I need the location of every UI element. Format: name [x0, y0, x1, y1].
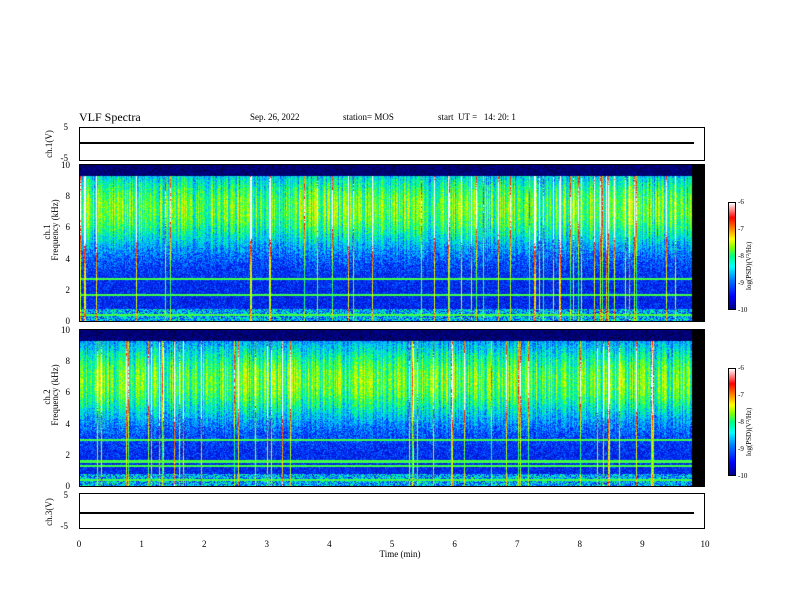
- cb2ticks--7: -7: [738, 391, 744, 399]
- figure-title: VLF Spectra: [79, 110, 141, 124]
- time-tick-3: 3: [264, 539, 270, 549]
- ch1-frequency-tick-0: 0: [65, 316, 71, 326]
- cb2ticks--9: -9: [738, 445, 744, 453]
- ch2-frequency-tick-2: 2: [65, 449, 71, 460]
- cb2ticks--8: -8: [738, 418, 744, 426]
- time-tick-4: 4: [327, 539, 332, 549]
- ch2-spectrogram: [80, 330, 704, 486]
- ch3-tick-top: 5: [63, 490, 69, 500]
- ch2-frequency-tick-4: 4: [65, 418, 71, 429]
- ch1-frequency-tick-10: 10: [61, 160, 70, 170]
- time-tick-5: 5: [389, 539, 395, 549]
- ch1-spectrogram-panel: [79, 164, 705, 322]
- ch1-spectrogram: [80, 165, 704, 321]
- time-tick-8: 8: [577, 539, 583, 549]
- cb1ticks--9: -9: [738, 279, 744, 287]
- ch3-tick-bottom: -5: [60, 521, 69, 531]
- ch2-frequency-tick-6: 6: [65, 387, 71, 398]
- time-tick-6: 6: [452, 539, 457, 549]
- ch1-frequency-tick-4: 4: [65, 253, 71, 264]
- ch3-ylabel: ch.3(V): [44, 498, 54, 526]
- time-tick-9: 9: [640, 539, 645, 549]
- time-tick-2: 2: [201, 539, 207, 549]
- ch2-frequency-label: Frequency (kHz): [50, 364, 60, 426]
- ch1-colorbar: [728, 202, 736, 310]
- ch1-tick-bottom: -5: [60, 153, 69, 163]
- date-label: Sep. 26, 2022: [250, 112, 300, 122]
- ch1-frequency-label: Frequency (kHz): [50, 199, 60, 261]
- ch3-voltage-panel: [79, 493, 705, 529]
- ch2-frequency-tick-10: 10: [61, 325, 70, 335]
- ch1-trace: [80, 142, 694, 144]
- cb1ticks--7: -7: [738, 225, 744, 233]
- ch1-frequency-tick-2: 2: [65, 284, 71, 295]
- cb2ticks--10: -10: [738, 472, 748, 480]
- ch1-frequency-tick-8: 8: [65, 191, 71, 202]
- ch2-spectrogram-panel: [79, 329, 705, 487]
- time-tick-0: 0: [76, 539, 82, 549]
- cb1ticks--10: -10: [738, 306, 748, 314]
- start-time-label: start UT = 14: 20: 1: [438, 112, 516, 122]
- cb1ticks--8: -8: [738, 252, 744, 260]
- time-tick-10: 10: [700, 539, 710, 549]
- ch2-frequency-tick-0: 0: [65, 481, 71, 491]
- ch1-frequency-tick-6: 6: [65, 222, 71, 233]
- ch1-ylabel: ch.1(V): [44, 130, 54, 158]
- time-axis-label: Time (min): [379, 549, 421, 559]
- ch1-tick-top: 5: [63, 122, 69, 132]
- time-tick-7: 7: [514, 539, 520, 549]
- ch2-colorbar: [728, 368, 736, 476]
- time-tick-1: 1: [139, 539, 144, 549]
- ch3-trace: [80, 512, 694, 514]
- ch1-voltage-panel: [79, 127, 705, 161]
- station-label: station= MOS: [343, 112, 394, 122]
- ch1-colorbar-label: log(PSD)(V²/Hz): [745, 241, 753, 290]
- ch2-colorbar-label: log(PSD)(V²/Hz): [745, 407, 753, 456]
- ch2-frequency-tick-8: 8: [65, 356, 71, 367]
- cb1ticks--6: -6: [738, 198, 744, 206]
- cb2ticks--6: -6: [738, 364, 744, 372]
